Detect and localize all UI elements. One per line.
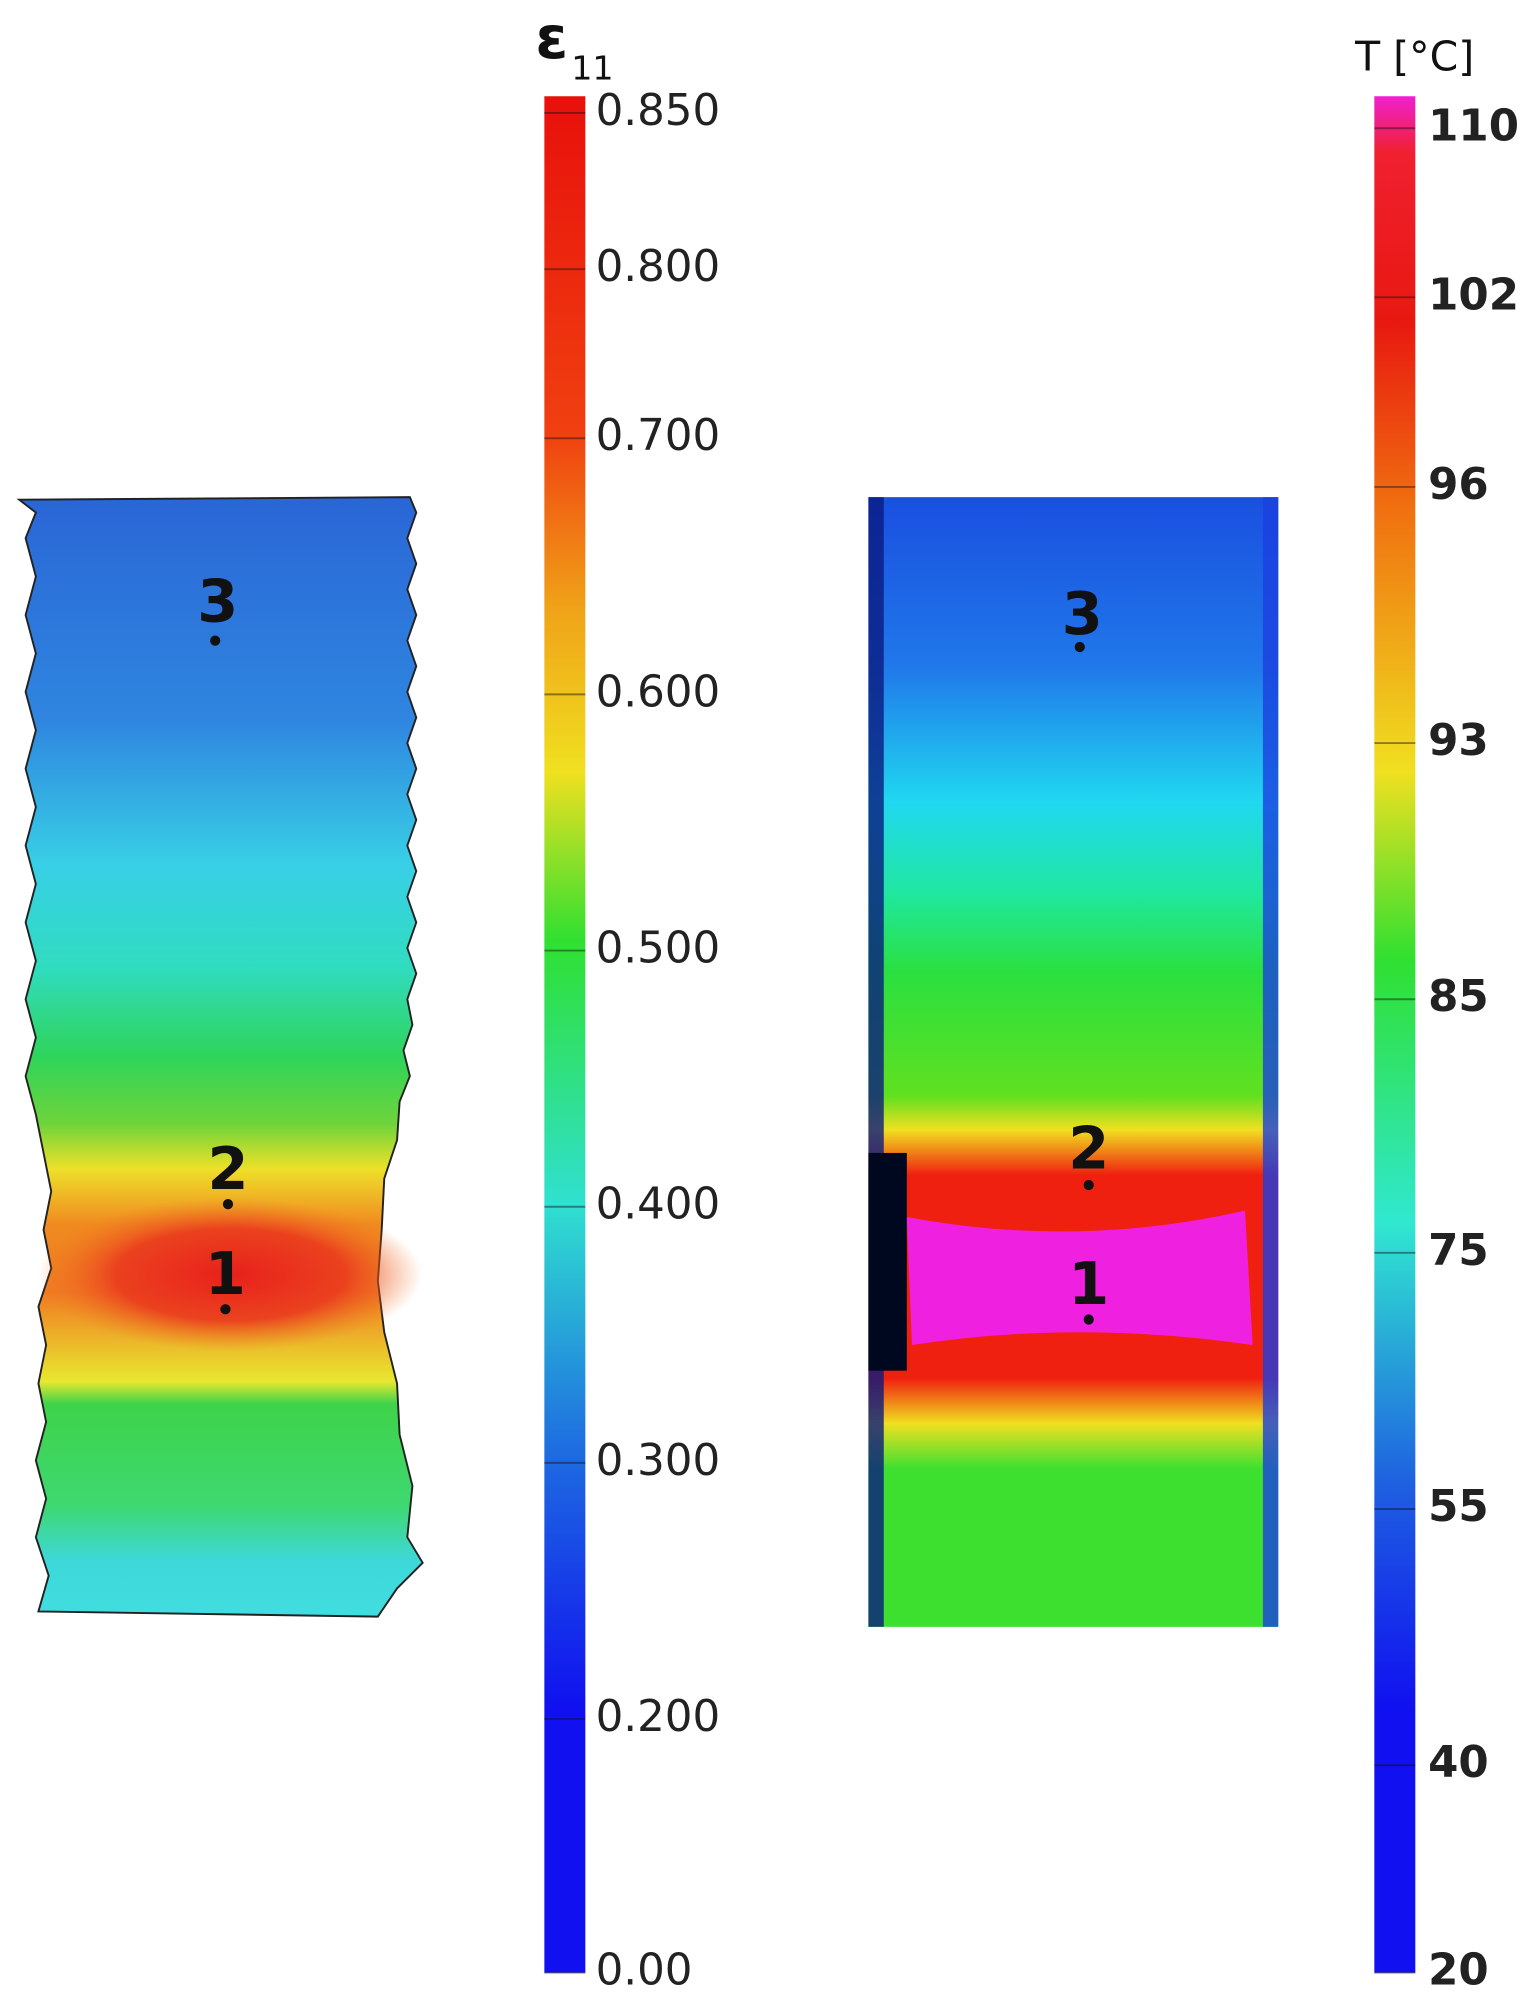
edge	[868, 497, 884, 1627]
colorbar-tick-label: 0.600	[596, 667, 721, 717]
point-marker	[1083, 1179, 1094, 1191]
colorbar-ticks: 0.850 0.800 0.700 0.600 0.500 0.400 0.300 0.200…	[544, 86, 720, 1996]
colorbar-tick-label: 93	[1428, 716, 1489, 766]
point-marker	[1074, 641, 1085, 653]
point-label: 2	[1068, 1113, 1109, 1182]
colorbar-tick-label: 0.00	[596, 1946, 693, 1996]
colorbar-tick-label: 0.300	[596, 1436, 721, 1486]
colorbar-tick-label: 85	[1428, 972, 1489, 1022]
point-label: 1	[205, 1239, 246, 1308]
colorbar-tick-label: 0.850	[596, 86, 721, 136]
colorbar-tick-label: 0.500	[596, 924, 721, 974]
point-marker	[210, 635, 221, 646]
colorbar	[544, 96, 586, 1973]
colorbar-tick-label: 96	[1428, 460, 1489, 510]
hot-spot	[38, 1197, 423, 1352]
colorbar-tick-label: 102	[1428, 270, 1519, 320]
strain-field	[16, 496, 424, 1618]
colorbar-title: T [°C]	[1354, 33, 1474, 81]
colorbar-tick-label: 0.800	[596, 242, 721, 292]
point-marker	[222, 1199, 234, 1210]
colorbar-title: ε	[535, 3, 568, 72]
colorbar-tick-label: 0.700	[596, 411, 721, 461]
hot-zone	[906, 1210, 1253, 1346]
colorbar-tick-label: 55	[1428, 1482, 1489, 1532]
colorbar-tick-label: 20	[1428, 1946, 1489, 1996]
point-marker	[1083, 1314, 1094, 1325]
point-label: 2	[207, 1134, 248, 1203]
edge-shadow	[868, 1152, 907, 1371]
colorbar-tick-label: 0.200	[596, 1692, 721, 1742]
colorbar-tick-label: 0.400	[596, 1180, 721, 1230]
point-label: 1	[1068, 1249, 1109, 1318]
colorbar-title-subscript: 11	[571, 49, 613, 88]
colorbar-tick-label: 40	[1428, 1738, 1489, 1788]
edge	[1262, 497, 1279, 1627]
point-label: 3	[197, 566, 238, 635]
colorbar-ticks: 110 102 96 93 85 75 55 40 20	[1374, 101, 1519, 1996]
temperature-field	[868, 497, 1279, 1627]
point-marker	[220, 1304, 231, 1315]
colorbar-tick-label: 75	[1428, 1226, 1489, 1276]
point-label: 3	[1062, 579, 1103, 648]
colorbar	[1374, 96, 1416, 1973]
colorbar-tick-label: 110	[1428, 101, 1519, 151]
